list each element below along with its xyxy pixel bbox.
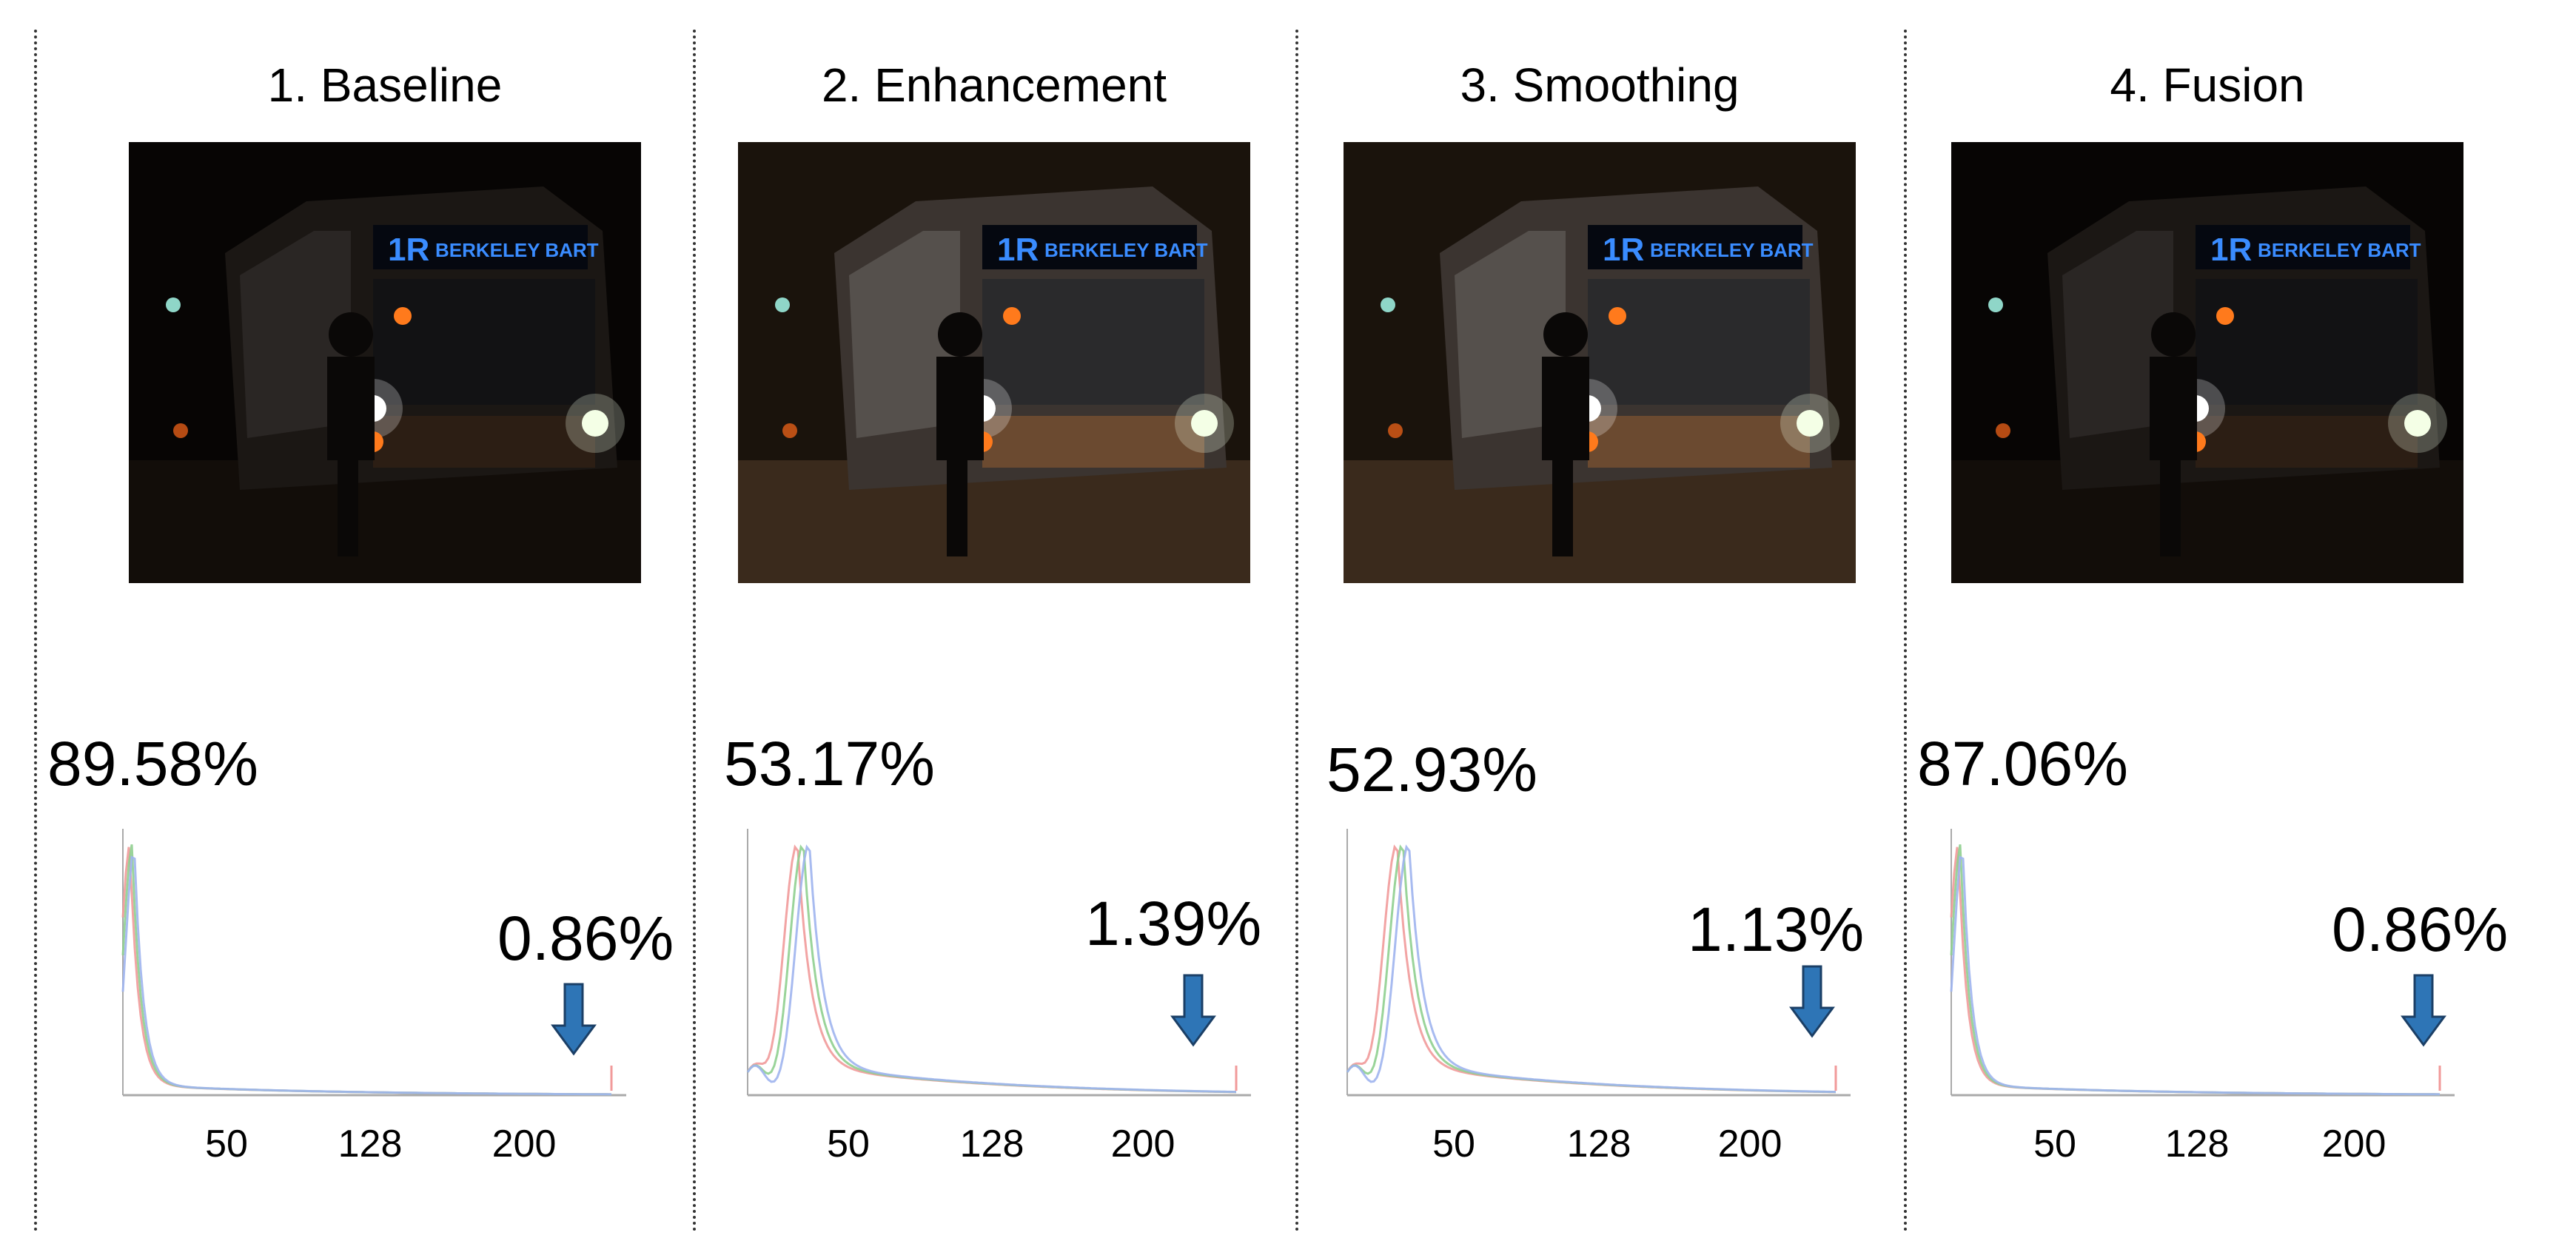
histogram-curve <box>1950 855 2441 1096</box>
dark-pixel-percent: 53.17% <box>724 729 935 798</box>
bright-pixel-percent: 1.39% <box>1085 889 1262 958</box>
histogram-curve <box>121 855 612 1096</box>
x-tick-label: 50 <box>827 1123 870 1165</box>
bright-pixel-percent: 0.86% <box>497 904 674 973</box>
divider <box>1295 30 1298 1232</box>
x-tick-label: 200 <box>1110 1123 1175 1165</box>
route-sign-text: 1R <box>997 232 1039 268</box>
bus-photo: 1R BERKELEY BART <box>1951 142 2463 583</box>
down-arrow-icon <box>551 983 597 1056</box>
down-arrow-icon <box>2401 974 2446 1047</box>
x-tick-label: 128 <box>2164 1123 2230 1165</box>
x-tick-label: 128 <box>959 1123 1024 1165</box>
bright-pixel-percent: 0.86% <box>2332 895 2509 964</box>
bus-photo: 1R BERKELEY BART <box>129 142 641 583</box>
panel-title: 4. Fusion <box>2110 58 2305 112</box>
dark-pixel-percent: 52.93% <box>1326 735 1537 804</box>
panel-title: 2. Enhancement <box>821 58 1167 112</box>
dark-pixel-percent: 87.06% <box>1917 729 2128 798</box>
route-sign-text: 1R <box>1603 232 1644 268</box>
histogram-curve <box>1950 847 2440 1096</box>
histogram <box>121 829 626 1097</box>
histogram <box>1346 829 1851 1097</box>
x-tick-label: 200 <box>1717 1123 1782 1165</box>
panel-title: 1. Baseline <box>267 58 503 112</box>
down-arrow-icon <box>1789 965 1835 1038</box>
bus-photo: 1R BERKELEY BART <box>738 142 1250 583</box>
histogram-curve <box>1950 844 2440 1096</box>
bright-pixel-percent: 1.13% <box>1688 895 1865 964</box>
x-tick-label: 50 <box>2033 1123 2076 1165</box>
destination-sign-text: BERKELEY BART <box>1650 239 1814 261</box>
destination-sign-text: BERKELEY BART <box>435 239 599 261</box>
histogram-curve <box>746 844 1237 1094</box>
divider <box>693 30 696 1232</box>
x-tick-label: 128 <box>338 1123 403 1165</box>
destination-sign-text: BERKELEY BART <box>1044 239 1208 261</box>
x-tick-label: 50 <box>1432 1123 1475 1165</box>
destination-sign-text: BERKELEY BART <box>2258 239 2421 261</box>
x-tick-label: 128 <box>1566 1123 1631 1165</box>
route-sign-text: 1R <box>2210 232 2252 268</box>
panel-title: 3. Smoothing <box>1460 58 1740 112</box>
x-tick-label: 200 <box>2321 1123 2387 1165</box>
histogram <box>746 829 1251 1097</box>
x-tick-label: 50 <box>205 1123 248 1165</box>
dark-pixel-percent: 89.58% <box>47 729 258 798</box>
route-sign-text: 1R <box>388 232 429 268</box>
x-tick-label: 200 <box>492 1123 557 1165</box>
bus-photo: 1R BERKELEY BART <box>1344 142 1856 583</box>
divider <box>1904 30 1907 1232</box>
divider <box>34 30 37 1232</box>
histogram <box>1950 829 2455 1097</box>
down-arrow-icon <box>1170 974 1216 1047</box>
histogram-curve <box>1346 844 1837 1094</box>
